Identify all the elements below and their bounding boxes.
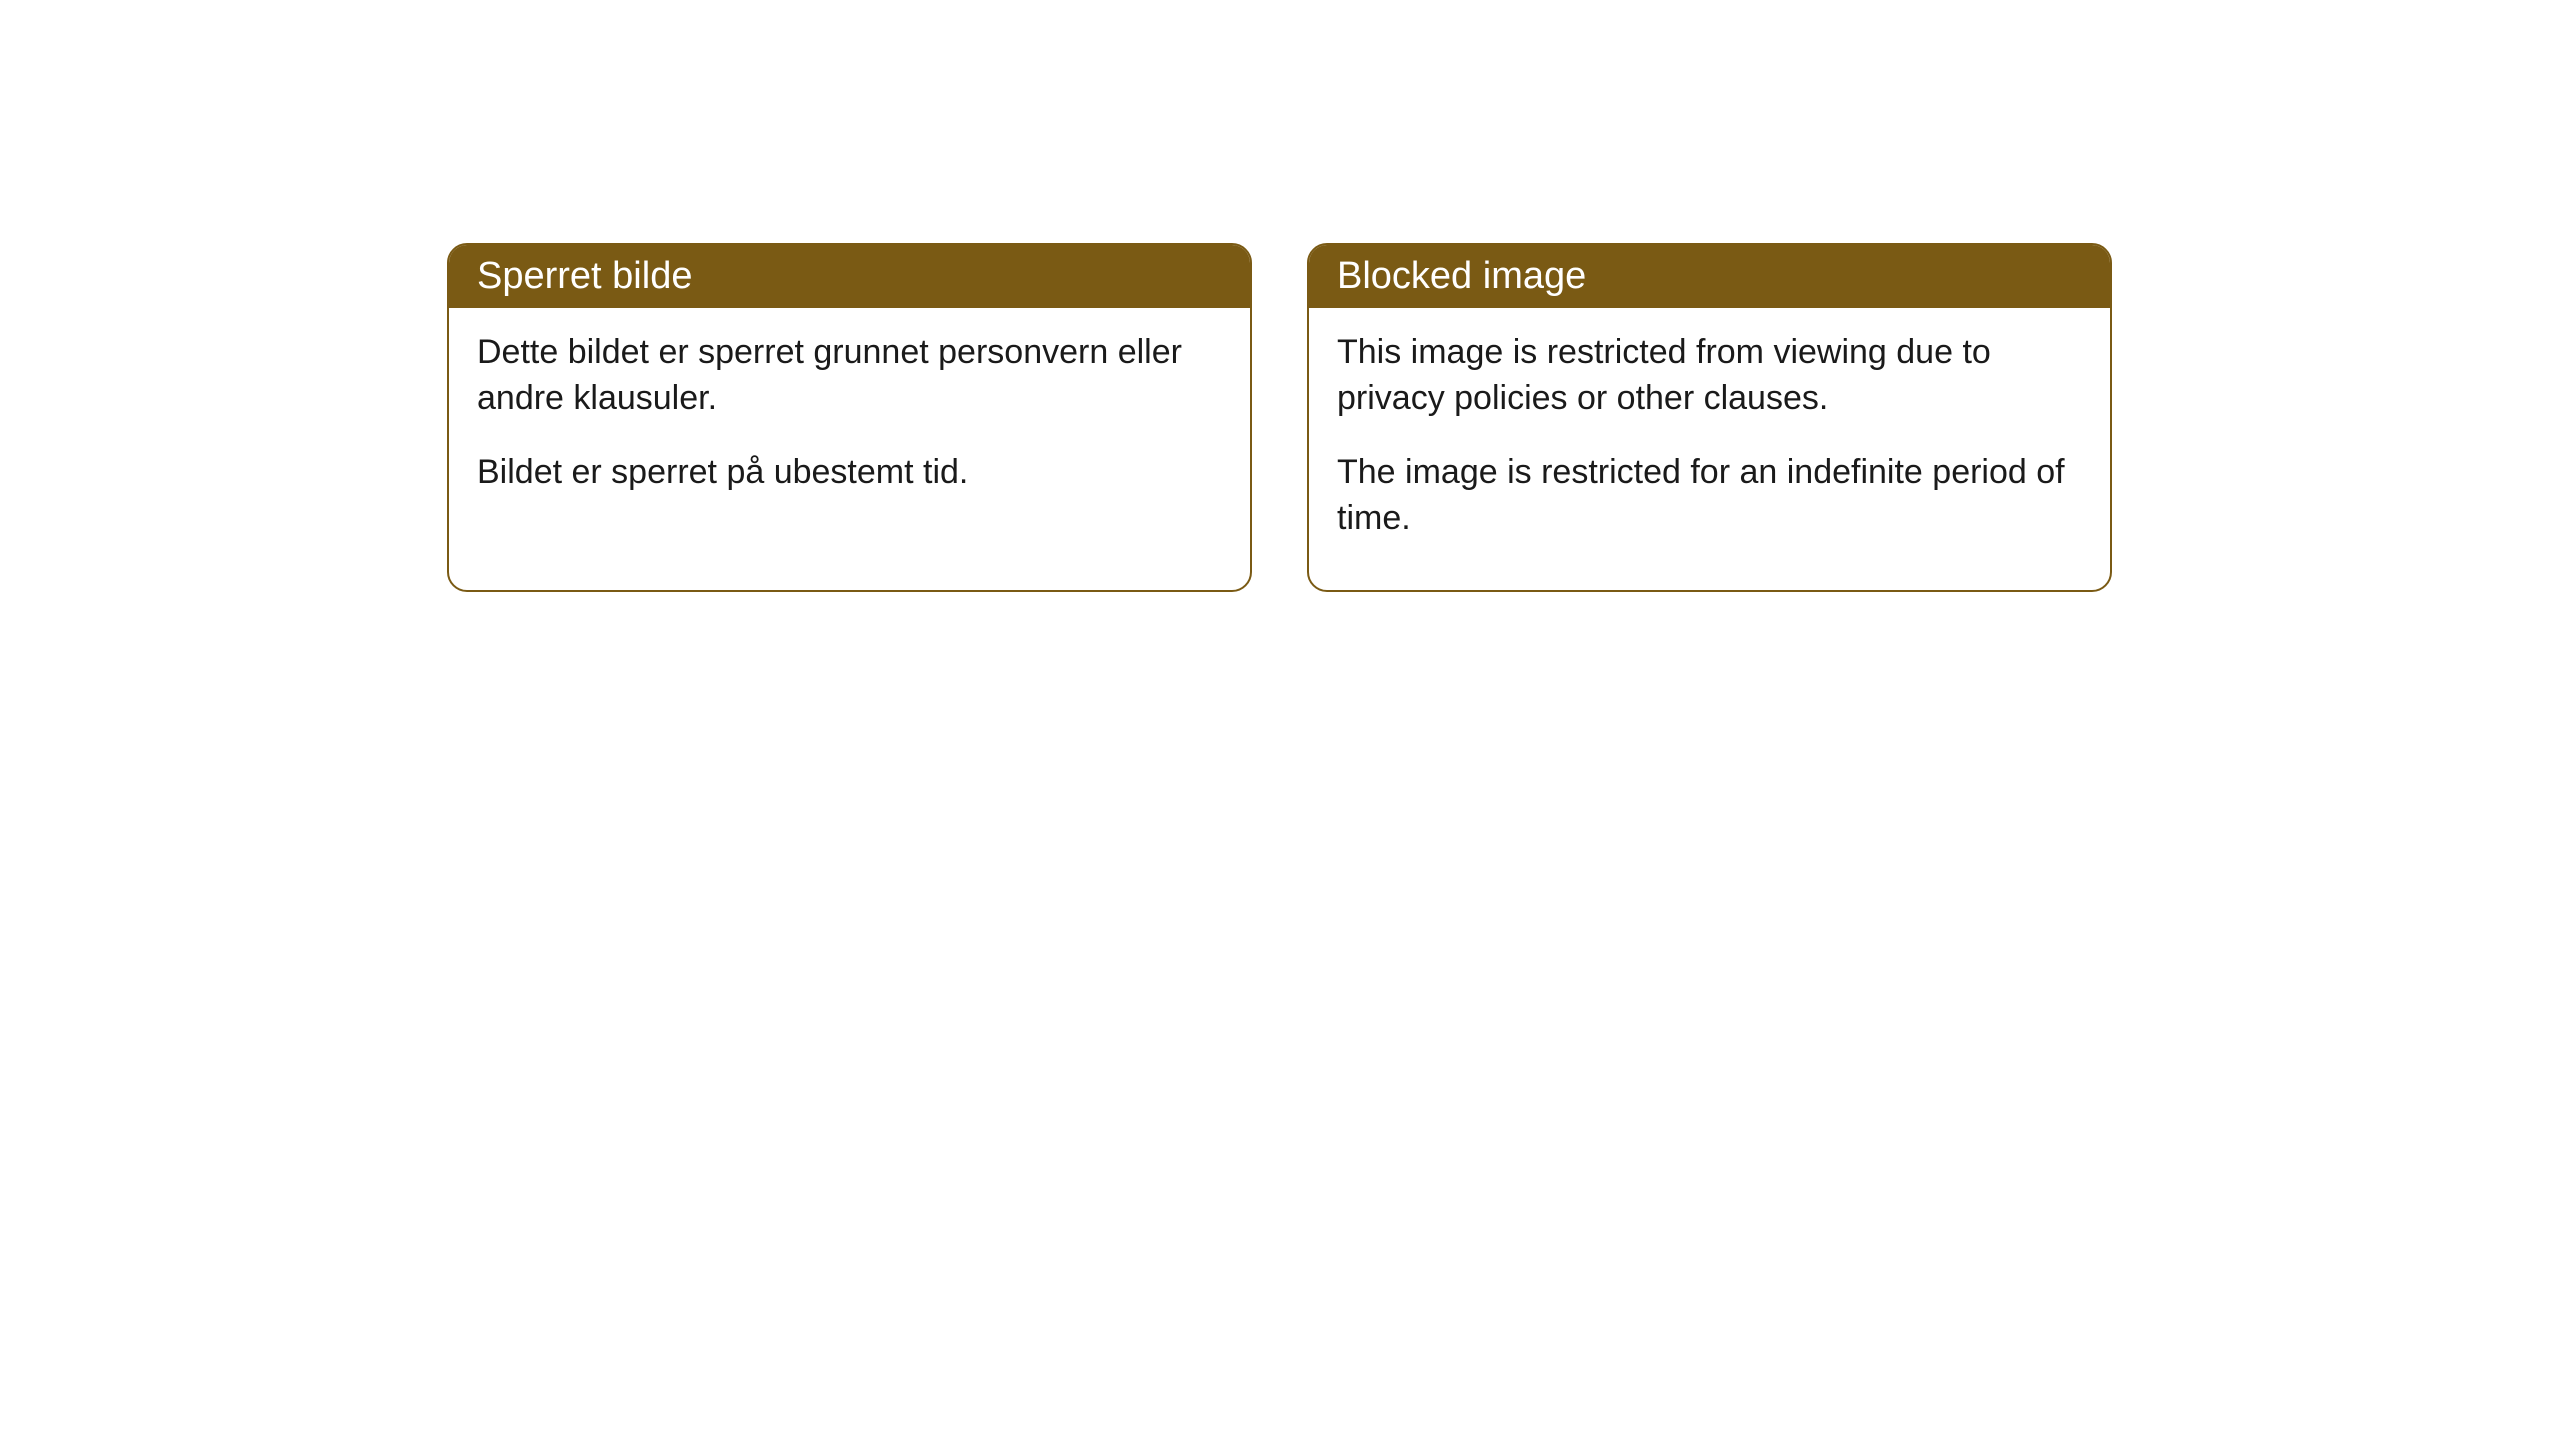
notice-paragraph-1-english: This image is restricted from viewing du…: [1337, 330, 2082, 422]
notice-box-norwegian: Sperret bilde Dette bildet er sperret gr…: [447, 243, 1252, 592]
notice-header-norwegian: Sperret bilde: [449, 245, 1250, 308]
notice-header-english: Blocked image: [1309, 245, 2110, 308]
notices-container: Sperret bilde Dette bildet er sperret gr…: [0, 0, 2560, 592]
notice-paragraph-2-norwegian: Bildet er sperret på ubestemt tid.: [477, 450, 1222, 496]
notice-box-english: Blocked image This image is restricted f…: [1307, 243, 2112, 592]
notice-title-norwegian: Sperret bilde: [477, 255, 692, 297]
notice-paragraph-2-english: The image is restricted for an indefinit…: [1337, 450, 2082, 542]
notice-paragraph-1-norwegian: Dette bildet er sperret grunnet personve…: [477, 330, 1222, 422]
notice-title-english: Blocked image: [1337, 255, 1586, 297]
notice-body-english: This image is restricted from viewing du…: [1309, 308, 2110, 590]
notice-body-norwegian: Dette bildet er sperret grunnet personve…: [449, 308, 1250, 544]
